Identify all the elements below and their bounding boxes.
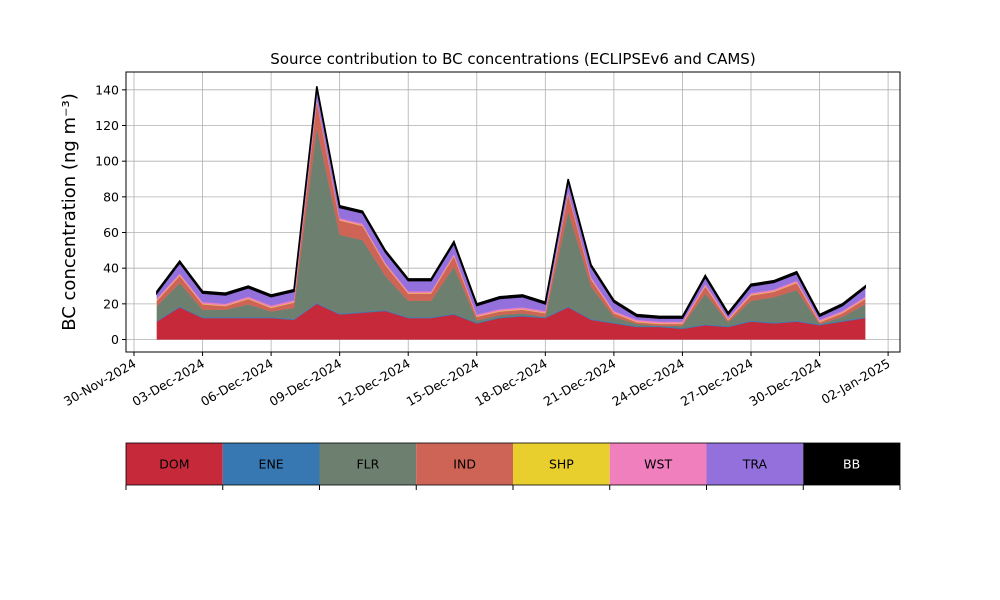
x-tick-label: 15-Dec-2024 bbox=[404, 356, 482, 409]
x-tick-label: 30-Dec-2024 bbox=[746, 356, 824, 409]
y-tick-label: 20 bbox=[103, 296, 119, 311]
legend-swatch bbox=[416, 443, 513, 485]
plot-frame bbox=[125, 71, 901, 353]
legend-label: DOM bbox=[159, 457, 189, 472]
legend-label: FLR bbox=[356, 457, 379, 472]
x-tick-label: 12-Dec-2024 bbox=[335, 356, 413, 409]
legend-label: BB bbox=[843, 457, 860, 472]
x-tick-label: 06-Dec-2024 bbox=[198, 356, 276, 409]
x-tick-label: 02-Jan-2025 bbox=[819, 356, 893, 407]
x-tick-label: 18-Dec-2024 bbox=[472, 356, 550, 409]
x-tick-label: 24-Dec-2024 bbox=[609, 356, 687, 409]
legend-label: SHP bbox=[549, 457, 574, 472]
area bbox=[156, 86, 866, 319]
legend-label: WST bbox=[644, 457, 672, 472]
legend-swatch bbox=[126, 443, 223, 485]
x-tick-label: 03-Dec-2024 bbox=[129, 356, 207, 409]
x-tick-label: 27-Dec-2024 bbox=[678, 356, 756, 409]
legend-label: TRA bbox=[742, 457, 768, 472]
y-tick-label: 80 bbox=[103, 189, 119, 204]
legend-swatch bbox=[803, 443, 900, 485]
legend-frame bbox=[125, 442, 901, 486]
y-tick-label: 40 bbox=[103, 261, 119, 276]
legend-label: ENE bbox=[259, 457, 284, 472]
legend-swatch bbox=[319, 443, 417, 485]
legend-swatch bbox=[513, 443, 610, 485]
x-tick-label: 09-Dec-2024 bbox=[267, 356, 345, 409]
x-tick-label: 30-Nov-2024 bbox=[61, 356, 139, 409]
y-tick-label: 140 bbox=[95, 82, 119, 97]
x-tick-label: 21-Dec-2024 bbox=[541, 356, 619, 409]
area bbox=[156, 88, 866, 322]
chart-title: Source contribution to BC concentrations… bbox=[270, 50, 755, 68]
y-tick-label: 100 bbox=[95, 154, 119, 169]
legend-swatch bbox=[609, 443, 707, 485]
y-tick-label: 60 bbox=[103, 225, 119, 240]
y-tick-label: 0 bbox=[111, 332, 119, 347]
y-tick-label: 120 bbox=[95, 118, 119, 133]
legend-swatch bbox=[706, 443, 804, 485]
legend-swatch bbox=[222, 443, 320, 485]
y-axis-label: BC concentration (ng m⁻³) bbox=[59, 93, 80, 331]
legend-label: IND bbox=[453, 457, 476, 472]
